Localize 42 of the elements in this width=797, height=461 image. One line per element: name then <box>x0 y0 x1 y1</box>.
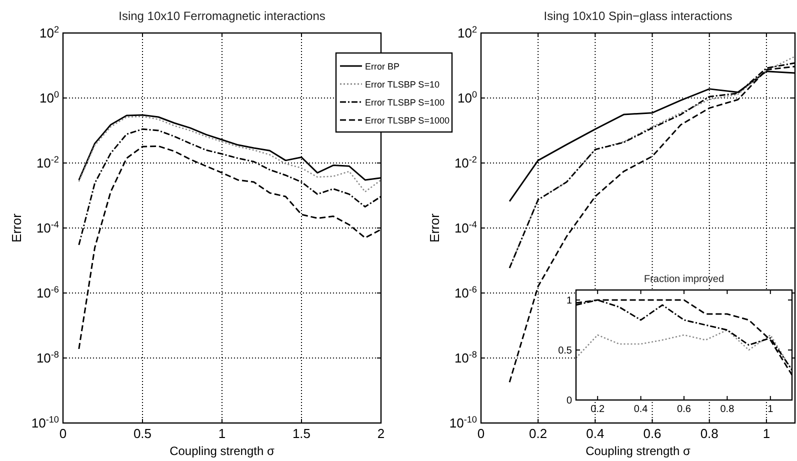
x-tick-label: 1 <box>768 404 774 415</box>
y-axis-title: Error <box>9 212 24 242</box>
x-tick-label: 0.4 <box>586 426 604 441</box>
y-tick-label: 10$^{2}$ <box>39 24 59 41</box>
x-tick-label: 0.8 <box>700 426 718 441</box>
legend-label: Error TLSBP S=1000 <box>365 116 450 126</box>
x-tick-label: 0.2 <box>529 426 548 441</box>
y-tick-label: 10$^{-8}$ <box>36 350 59 366</box>
chart-title: Ising 10x10 Ferromagnetic interactions <box>118 9 326 23</box>
chart-title: Fraction improved <box>644 274 724 285</box>
x-tick-label: 2 <box>377 426 385 441</box>
x-tick-label: 0.2 <box>590 404 605 415</box>
y-tick-label: 0 <box>566 396 572 406</box>
x-tick-label: 0.6 <box>677 404 692 415</box>
x-axis-title: Coupling strength σ <box>170 444 275 458</box>
y-tick-label: 1 <box>566 296 572 306</box>
y-tick-label: 10$^{-2}$ <box>454 154 477 171</box>
legend-label: Error TLSBP S=100 <box>365 98 444 108</box>
y-axis-title: Error <box>427 212 442 242</box>
legend-label: Error BP <box>365 62 400 72</box>
y-tick-label: 10$^{-10}$ <box>31 414 59 431</box>
y-tick-label: 10$^{-6}$ <box>36 284 59 301</box>
y-tick-label: 10$^{0}$ <box>39 90 59 106</box>
y-tick-label: 10$^{-4}$ <box>36 220 59 236</box>
y-tick-label: 10$^{-8}$ <box>454 350 477 366</box>
x-tick-label: 1 <box>762 426 770 441</box>
y-tick-label: 10$^{-4}$ <box>454 220 477 236</box>
x-axis-title: Coupling strength σ <box>586 444 691 458</box>
y-tick-label: 10$^{-2}$ <box>36 154 59 171</box>
y-tick-label: 10$^{2}$ <box>457 24 477 41</box>
x-tick-label: 0.8 <box>720 404 735 415</box>
y-tick-label: 0.5 <box>558 346 572 356</box>
x-tick-label: 1.5 <box>292 426 311 441</box>
y-tick-label: 10$^{0}$ <box>457 90 477 106</box>
x-tick-label: 0.5 <box>133 426 152 441</box>
legend-label: Error TLSBP S=10 <box>365 80 440 90</box>
y-tick-label: 10$^{-6}$ <box>454 284 477 301</box>
x-tick-label: 0.4 <box>634 404 648 415</box>
y-tick-label: 10$^{-10}$ <box>449 414 477 431</box>
chart-title: Ising 10x10 Spin−glass interactions <box>544 9 732 23</box>
x-tick-label: 0.6 <box>643 426 662 441</box>
x-tick-label: 1 <box>218 426 226 441</box>
